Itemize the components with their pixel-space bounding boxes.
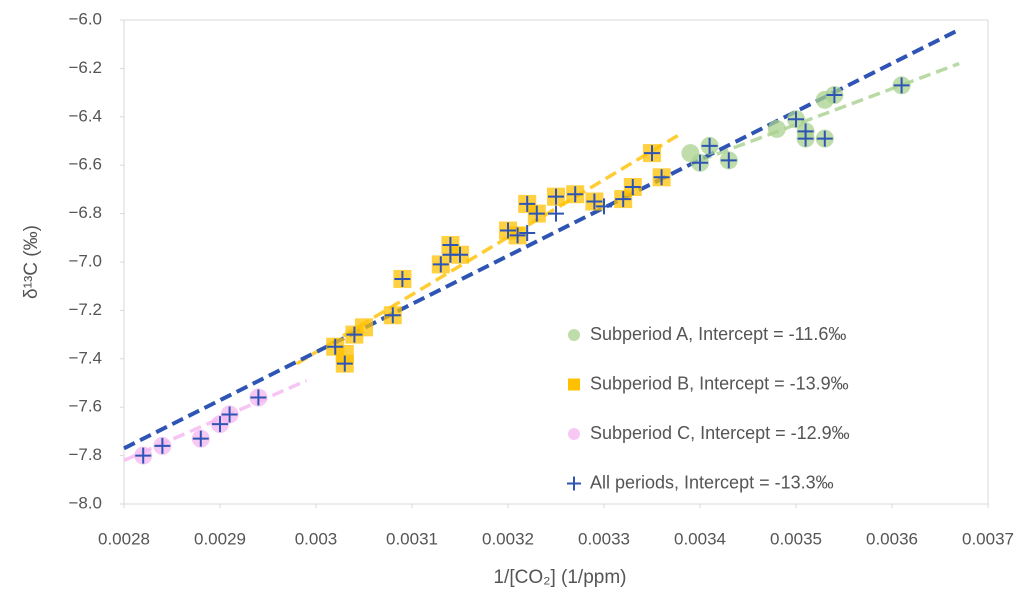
y-tick-label: −7.4 — [68, 348, 102, 367]
point — [701, 137, 718, 154]
x-tick-label: 0.0036 — [866, 529, 918, 548]
y-tick-label: −7.2 — [68, 300, 102, 319]
y-tick-label: −7.0 — [68, 251, 102, 270]
legend-marker — [567, 476, 581, 491]
point — [797, 130, 814, 147]
plot-area — [123, 19, 989, 505]
x-tick-label: 0.0034 — [674, 529, 726, 548]
legend-label: Subperiod A, Intercept = -11.6‰ — [590, 324, 846, 344]
point — [720, 152, 737, 169]
x-tick-label: 0.0035 — [770, 529, 822, 548]
y-tick-label: −8.0 — [68, 493, 102, 512]
y-tick-label: −7.6 — [68, 397, 102, 416]
y-tick-label: −6.8 — [68, 203, 102, 222]
legend-marker — [568, 329, 580, 341]
point — [548, 205, 564, 222]
x-tick-label: 0.003 — [295, 529, 338, 548]
point — [346, 326, 363, 343]
point — [327, 338, 344, 355]
point — [519, 195, 536, 212]
y-axis-title: δ¹³C (‰) — [21, 225, 42, 299]
point — [135, 447, 152, 464]
point — [528, 205, 545, 222]
point — [653, 169, 670, 186]
legend-label: Subperiod B, Intercept = -13.9‰ — [590, 373, 849, 393]
point — [432, 256, 449, 273]
point — [212, 416, 228, 433]
point — [596, 198, 612, 215]
point — [548, 188, 564, 205]
legend-marker — [568, 428, 580, 440]
point — [893, 77, 910, 94]
point — [221, 406, 238, 423]
point — [644, 145, 660, 162]
point — [624, 178, 641, 195]
point — [355, 318, 373, 337]
x-tick-label: 0.0037 — [962, 529, 1014, 548]
x-tick-label: 0.0032 — [482, 529, 534, 548]
y-tick-label: −6.0 — [68, 9, 102, 28]
point — [509, 227, 526, 244]
point — [394, 270, 411, 287]
y-tick-label: −7.8 — [68, 445, 102, 464]
point — [615, 191, 632, 208]
legend-marker — [568, 378, 580, 391]
point — [692, 154, 708, 171]
point — [519, 224, 536, 241]
point — [384, 307, 401, 324]
point — [767, 119, 786, 138]
x-axis-title: 1/[CO₂] (1/ppm) — [493, 567, 626, 588]
y-tick-label: −6.6 — [68, 155, 102, 174]
legend-label: Subperiod C, Intercept = -12.9‰ — [590, 423, 850, 443]
point — [452, 246, 468, 263]
point — [586, 193, 603, 210]
point — [826, 87, 843, 104]
x-tick-label: 0.0029 — [194, 529, 246, 548]
x-tick-label: 0.0031 — [386, 529, 438, 548]
x-tick-label: 0.0033 — [578, 529, 630, 548]
point — [788, 111, 804, 128]
point — [336, 355, 353, 372]
x-tick-label: 0.0028 — [98, 529, 150, 548]
point — [567, 186, 584, 203]
y-tick-label: −6.4 — [68, 106, 102, 125]
y-tick-label: −6.2 — [68, 58, 102, 77]
legend-label: All periods, Intercept = -13.3‰ — [590, 472, 834, 492]
point — [500, 222, 516, 239]
point — [250, 389, 267, 406]
point — [816, 130, 833, 147]
point — [192, 430, 209, 447]
point — [154, 437, 171, 454]
trendline — [699, 61, 960, 162]
